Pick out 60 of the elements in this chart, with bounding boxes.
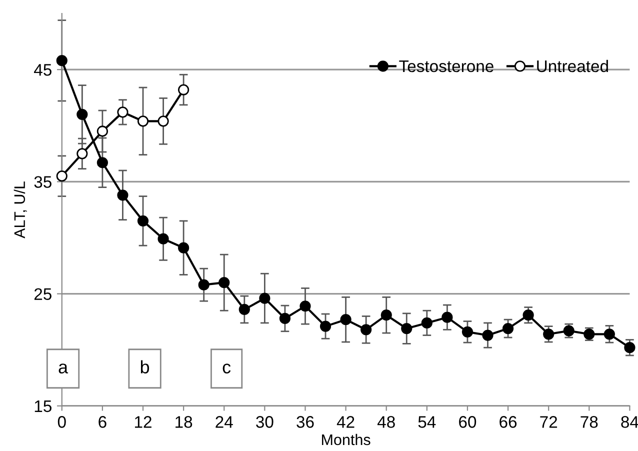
x-axis-title: Months [322, 434, 370, 446]
point [137, 116, 149, 127]
point [158, 233, 169, 244]
point [96, 126, 108, 137]
x-tick-label: 30 [256, 416, 274, 428]
point [320, 320, 332, 332]
point [137, 215, 149, 226]
legend-label: Untreated [537, 60, 608, 72]
point [56, 170, 68, 182]
x-tick-label: 66 [500, 416, 517, 428]
x-tick-label: 60 [459, 416, 476, 428]
y-tick-label: 35 [34, 176, 52, 188]
point [158, 116, 169, 127]
point [76, 148, 88, 160]
point [56, 55, 68, 66]
point [178, 242, 190, 254]
x-tick-label: 84 [621, 416, 638, 428]
legend-label: Testosterone [399, 60, 494, 72]
point [218, 277, 230, 288]
y-tick-label: 15 [34, 400, 52, 412]
point [482, 330, 494, 341]
point [279, 312, 291, 324]
annotation: b [140, 360, 150, 374]
point [96, 157, 108, 168]
point [360, 324, 372, 336]
x-tick-label: 6 [98, 416, 106, 428]
x-tick-label: 48 [377, 416, 395, 428]
x-tick-label: 18 [176, 416, 192, 428]
x-tick-label: 36 [296, 416, 314, 428]
y-tick-label: 25 [34, 288, 52, 300]
point [624, 342, 636, 354]
point [76, 108, 88, 120]
x-tick-label: 72 [540, 416, 558, 428]
x-tick-label: 24 [216, 416, 233, 428]
point [259, 292, 270, 304]
point [340, 314, 352, 326]
x-tick-label: 42 [336, 416, 354, 428]
y-axis-title: ALT, U/L [14, 181, 27, 238]
point [421, 317, 432, 328]
x-tick-label: 78 [580, 416, 598, 428]
y-tick-label: 45 [34, 64, 52, 76]
x-tick-label: 0 [58, 416, 66, 428]
point [502, 322, 514, 334]
point [198, 279, 210, 290]
point [380, 310, 392, 321]
point [462, 326, 474, 338]
point [117, 106, 128, 118]
annotation: c [222, 364, 231, 374]
x-tick-label: 12 [135, 416, 152, 428]
point [543, 328, 554, 340]
point [401, 322, 412, 334]
point [522, 310, 534, 321]
point [442, 312, 453, 323]
point [238, 304, 250, 316]
point [117, 190, 128, 201]
point [178, 84, 190, 96]
annotation: a [58, 364, 68, 374]
point [604, 328, 615, 340]
point [300, 300, 311, 312]
x-tick-label: 54 [418, 416, 436, 428]
